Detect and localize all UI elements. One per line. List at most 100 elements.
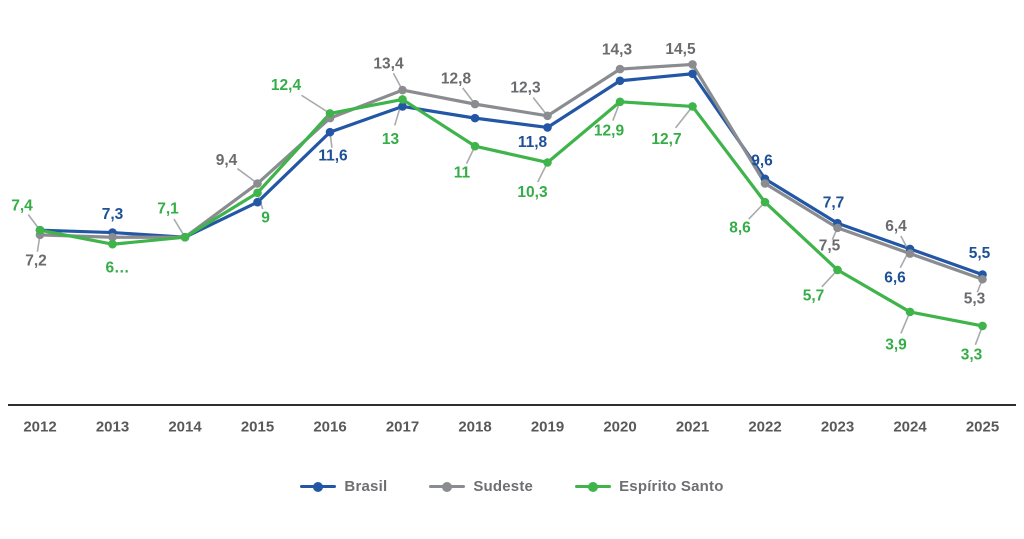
data-point-marker-esp-rito-santo <box>615 97 625 107</box>
data-point-marker-esp-rito-santo <box>905 307 915 317</box>
data-label-sudeste: 9,4 <box>216 152 238 169</box>
data-point-marker-brasil <box>470 113 480 123</box>
data-point-marker-sudeste <box>253 179 262 188</box>
data-label-sudeste: 6,4 <box>885 218 907 235</box>
legend-label: Brasil <box>344 478 388 495</box>
x-tick-label: 2022 <box>748 419 781 436</box>
label-leader-line <box>300 94 331 115</box>
x-tick-label: 2014 <box>168 419 202 436</box>
data-label-esp-rito-santo: 5,7 <box>803 287 825 304</box>
label-leader-line <box>674 105 694 129</box>
legend-label: Espírito Santo <box>619 478 724 495</box>
series-markers <box>35 60 987 331</box>
data-label-sudeste: 14,5 <box>665 41 696 58</box>
legend-marker-icon <box>575 481 612 492</box>
data-point-marker-sudeste <box>905 249 915 258</box>
data-point-marker-esp-rito-santo <box>108 239 117 249</box>
data-point-marker-esp-rito-santo <box>180 232 190 242</box>
data-point-marker-sudeste <box>978 274 987 284</box>
data-label-esp-rito-santo: 9 <box>261 209 270 226</box>
x-tick-label: 2025 <box>966 419 999 436</box>
legend-label: Sudeste <box>473 478 534 495</box>
data-label-sudeste: 7,2 <box>25 252 47 269</box>
data-label-esp-rito-santo: 12,7 <box>651 131 681 148</box>
x-tick-label: 2016 <box>313 419 346 436</box>
data-label-sudeste: 13,4 <box>373 56 404 73</box>
series-line-sudeste <box>38 62 985 281</box>
data-point-marker-brasil <box>253 197 262 207</box>
data-point-marker-esp-rito-santo <box>543 158 552 167</box>
series-line-esp-rito-santo <box>38 97 985 328</box>
data-point-marker-esp-rito-santo <box>688 102 697 111</box>
legend-dot <box>313 481 324 492</box>
x-tick-label: 2013 <box>96 419 129 436</box>
data-point-marker-brasil <box>398 102 407 111</box>
data-point-marker-esp-rito-santo <box>35 225 45 235</box>
legend-marker-icon <box>429 481 466 492</box>
x-tick-label: 2021 <box>676 419 709 436</box>
data-label-esp-rito-santo: 7,1 <box>157 201 179 218</box>
legend-item-esp-rito-santo: Espírito Santo <box>575 478 723 495</box>
data-label-brasil: 5,5 <box>969 245 991 262</box>
x-tick-label: 2019 <box>531 419 564 436</box>
data-label-sudeste: 12,8 <box>441 71 472 88</box>
data-point-marker-esp-rito-santo <box>398 95 407 104</box>
data-point-marker-sudeste <box>470 99 480 109</box>
data-label-esp-rito-santo: 6… <box>105 260 129 277</box>
x-tick-label: 2017 <box>386 419 419 436</box>
legend-dot <box>588 481 599 492</box>
data-point-marker-esp-rito-santo <box>833 265 842 275</box>
data-label-brasil: 7,3 <box>102 206 124 223</box>
data-label-sudeste: 5,3 <box>964 291 986 308</box>
data-label-sudeste: 7,5 <box>819 237 841 254</box>
data-label-sudeste: 14,3 <box>602 42 633 59</box>
data-label-esp-rito-santo: 7,4 <box>11 198 33 215</box>
x-tick-label: 2012 <box>23 419 56 436</box>
data-point-marker-esp-rito-santo <box>760 197 770 207</box>
data-label-esp-rito-santo: 12,9 <box>594 122 625 139</box>
data-point-marker-esp-rito-santo <box>470 141 480 151</box>
series-lines <box>38 62 985 328</box>
data-labels: 7,3 11,6 11,8 9,6 7,7 6,6 5,5 7,2 9,4 13,4 12,8 12,… <box>11 41 990 364</box>
x-tick-label: 2015 <box>241 419 274 436</box>
data-point-marker-brasil <box>615 76 625 86</box>
data-point-marker-sudeste <box>760 179 770 188</box>
legend-item-brasil: Brasil <box>300 478 387 495</box>
data-point-marker-sudeste <box>543 111 552 121</box>
data-label-brasil: 7,7 <box>823 195 845 212</box>
x-tick-label: 2024 <box>893 419 927 436</box>
data-label-esp-rito-santo: 13 <box>382 131 400 148</box>
data-label-brasil: 6,6 <box>884 269 906 286</box>
data-label-esp-rito-santo: 12,4 <box>271 77 302 94</box>
legend-marker-icon <box>300 481 337 492</box>
data-point-marker-sudeste <box>615 64 625 74</box>
data-point-marker-esp-rito-santo <box>325 109 335 118</box>
data-point-marker-sudeste <box>688 60 697 69</box>
data-label-esp-rito-santo: 3,3 <box>961 346 983 363</box>
x-axis-ticks: 2012 2013 2014 2015 2016 2017 2018 2019 2020 2021… <box>23 419 999 436</box>
x-tick-label: 2018 <box>458 419 491 436</box>
x-tick-label: 2020 <box>603 419 636 436</box>
data-label-sudeste: 12,3 <box>510 79 541 96</box>
data-point-marker-esp-rito-santo <box>253 188 262 198</box>
data-label-esp-rito-santo: 8,6 <box>729 220 751 237</box>
data-label-brasil: 9,6 <box>751 152 773 169</box>
data-point-marker-brasil <box>688 69 697 79</box>
data-point-marker-sudeste <box>833 223 842 233</box>
x-tick-label: 2023 <box>821 419 854 436</box>
chart-legend: Brasil Sudeste Espírito Santo <box>0 478 1024 495</box>
data-label-brasil: 11,6 <box>318 148 348 165</box>
series-line-brasil <box>38 72 985 277</box>
data-point-marker-sudeste <box>398 85 407 95</box>
data-label-esp-rito-santo: 11 <box>454 165 471 182</box>
data-point-marker-brasil <box>325 127 335 137</box>
data-point-marker-esp-rito-santo <box>978 321 987 331</box>
line-chart: 2012 2013 2014 2015 2016 2017 2018 2019 2020 2021… <box>8 41 1016 436</box>
data-point-marker-brasil <box>543 123 552 132</box>
data-label-brasil: 11,8 <box>518 134 548 151</box>
data-label-esp-rito-santo: 3,9 <box>885 336 907 353</box>
data-label-esp-rito-santo: 10,3 <box>517 184 548 201</box>
legend-dot <box>442 481 453 492</box>
data-point-marker-sudeste <box>108 232 117 242</box>
